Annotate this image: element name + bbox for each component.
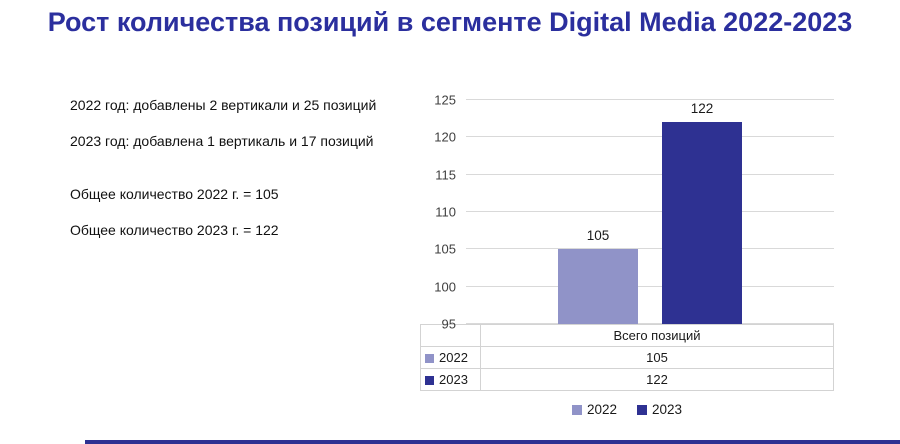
legend-label-2023: 2023 xyxy=(652,402,683,417)
bars-group: 105 122 xyxy=(466,100,834,324)
legend-label-2022: 2022 xyxy=(586,402,617,417)
legend-item-2022: 2022 xyxy=(571,402,617,417)
series-swatch-2023 xyxy=(425,376,434,386)
y-tick-label: 120 xyxy=(434,129,456,145)
note-additions-2023: 2023 год: добавлена 1 вертикаль и 17 поз… xyxy=(70,133,374,149)
gridline xyxy=(466,211,834,212)
table-key-2022: 2022 xyxy=(420,346,481,369)
chart-legend: 2022 2023 xyxy=(420,402,834,417)
gridline xyxy=(466,248,834,250)
table-category-header: Всего позиций xyxy=(480,324,834,347)
table-key-label-2022: 2022 xyxy=(439,350,468,365)
plot-row: 95 100 105 110 115 120 125 105 122 xyxy=(420,93,834,332)
notes-panel: 2022 год: добавлены 2 вертикали и 25 поз… xyxy=(70,95,378,256)
legend-swatch-2022 xyxy=(571,405,582,416)
table-value-2023: 122 xyxy=(480,368,834,391)
gridline xyxy=(466,99,834,100)
footer-accent-bar xyxy=(85,440,900,444)
table-value-2022: 105 xyxy=(480,346,834,369)
note-total-2023: Общее количество 2023 г. = 122 xyxy=(70,222,279,238)
gridline xyxy=(466,285,834,287)
bar-value-label: 105 xyxy=(586,228,610,244)
chart-data-table: Всего позиций 2022 105 2023 122 xyxy=(420,324,834,391)
legend-swatch-2023 xyxy=(637,405,647,416)
series-swatch-2022 xyxy=(425,354,434,364)
bar-chart: 95 100 105 110 115 120 125 105 122 Всего позици… xyxy=(420,88,834,417)
gridline xyxy=(466,323,834,324)
note-total-2022: Общее количество 2022 г. = 105 xyxy=(70,186,279,202)
table-key-2023: 2023 xyxy=(420,368,481,391)
table-row-2022: 2022 105 xyxy=(420,346,834,369)
bar-value-label: 122 xyxy=(690,101,714,117)
gridline xyxy=(466,136,834,138)
bar-2023: 122 xyxy=(662,101,742,324)
plot-area: 105 122 xyxy=(466,99,834,324)
y-tick-label: 95 xyxy=(441,316,456,332)
table-row-2023: 2023 122 xyxy=(420,368,834,391)
y-tick-label: 115 xyxy=(435,167,456,183)
legend-item-2023: 2023 xyxy=(637,402,682,417)
table-header-row: Всего позиций xyxy=(420,324,834,347)
page-title: Рост количества позиций в сегменте Digit… xyxy=(47,7,853,37)
y-axis: 95 100 105 110 115 120 125 xyxy=(420,93,466,332)
gridline xyxy=(466,173,834,175)
y-tick-label: 125 xyxy=(434,92,456,108)
table-key-label-2023: 2023 xyxy=(439,372,468,387)
y-tick-label: 105 xyxy=(434,241,456,257)
y-tick-label: 110 xyxy=(435,204,456,220)
note-additions-2022: 2022 год: добавлены 2 вертикали и 25 поз… xyxy=(70,97,377,113)
y-tick-label: 100 xyxy=(434,279,456,295)
bar-2022: 105 xyxy=(558,228,638,324)
